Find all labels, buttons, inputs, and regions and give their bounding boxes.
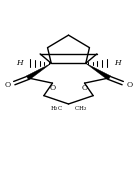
Polygon shape bbox=[27, 63, 51, 80]
Text: H: H bbox=[16, 59, 23, 67]
Text: H$_2$C: H$_2$C bbox=[50, 104, 63, 113]
Polygon shape bbox=[86, 63, 110, 80]
Text: O: O bbox=[49, 84, 55, 92]
Text: O: O bbox=[126, 81, 133, 89]
Text: O: O bbox=[82, 84, 88, 92]
Text: H: H bbox=[114, 59, 121, 67]
Text: CH$_2$: CH$_2$ bbox=[74, 104, 87, 113]
Text: O: O bbox=[4, 81, 11, 89]
